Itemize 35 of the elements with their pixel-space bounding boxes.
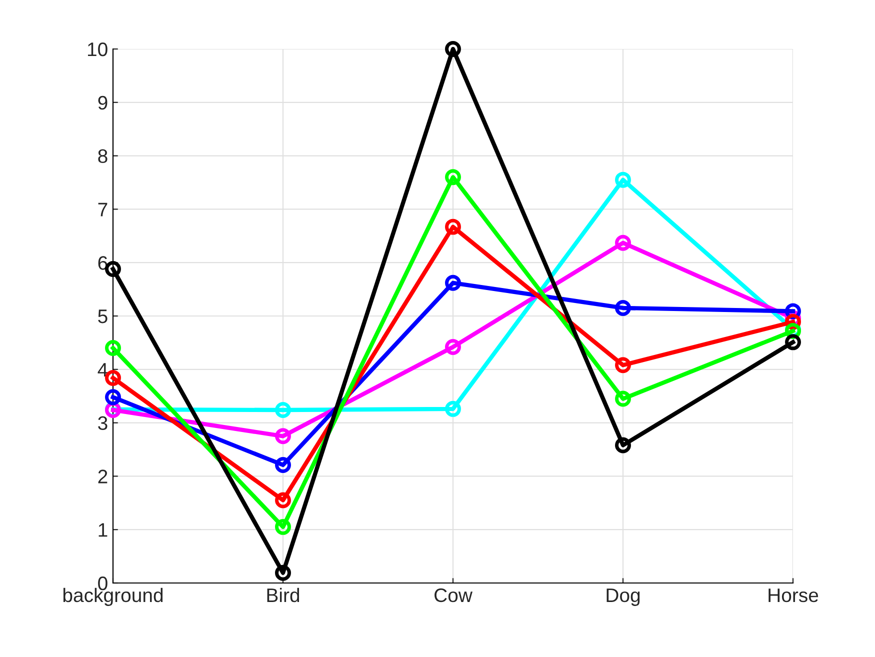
y-tick-label: 4	[98, 363, 108, 376]
point	[105, 389, 121, 406]
point	[615, 390, 631, 407]
point	[615, 437, 631, 454]
point	[445, 274, 461, 291]
point	[275, 457, 291, 473]
point	[615, 357, 631, 374]
point	[105, 340, 121, 356]
point	[275, 402, 291, 418]
y-tick-label: 7	[98, 202, 108, 216]
y-tick-label: 3	[98, 416, 108, 430]
point	[615, 172, 631, 188]
point	[445, 338, 461, 355]
y-tick-label: 8	[98, 149, 108, 164]
x-tick-label: Bird	[267, 588, 300, 602]
x-tick-label: Dog	[606, 588, 640, 606]
y-tick-label: 5	[98, 310, 108, 324]
point	[445, 41, 461, 57]
y-tick-label: 2	[98, 470, 108, 484]
point	[275, 492, 291, 508]
point	[445, 169, 461, 186]
y-tick-label: 9	[98, 96, 108, 110]
point	[785, 334, 801, 350]
x-tick-label: Cow	[434, 588, 472, 602]
point	[275, 564, 291, 581]
point	[275, 518, 291, 535]
point	[445, 218, 461, 235]
y-tick-label: 10	[88, 42, 108, 56]
y-tick-label: 1	[98, 523, 108, 537]
point	[445, 400, 461, 417]
x-tick-label: Horse	[768, 588, 818, 602]
point	[275, 428, 291, 444]
point	[105, 261, 121, 277]
point	[615, 234, 631, 251]
point	[615, 300, 631, 316]
